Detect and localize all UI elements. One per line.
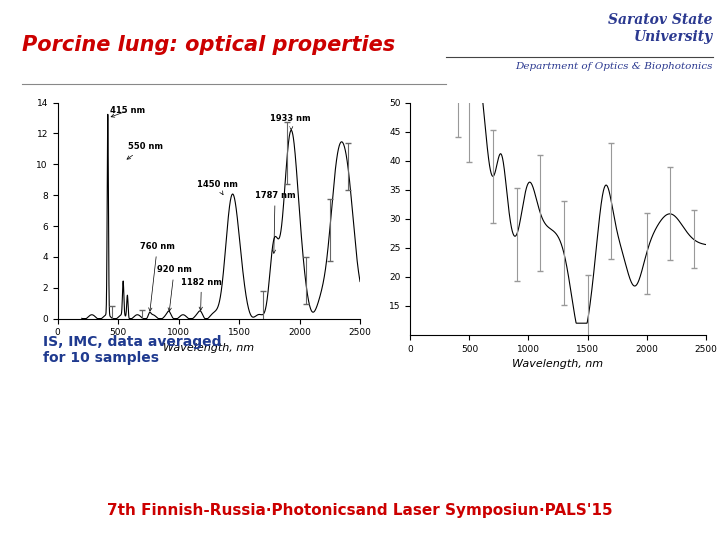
Text: Saratov State
University: Saratov State University bbox=[608, 14, 713, 44]
Text: 550 nm: 550 nm bbox=[127, 142, 163, 159]
Text: 7th Finnish-Russia·Photonicsand Laser Symposiun·PALS'15: 7th Finnish-Russia·Photonicsand Laser Sy… bbox=[107, 503, 613, 518]
Text: 760 nm: 760 nm bbox=[140, 242, 175, 311]
Text: 1450 nm: 1450 nm bbox=[197, 180, 238, 195]
X-axis label: Wavelength, nm: Wavelength, nm bbox=[163, 343, 254, 353]
Text: Department of Optics & Biophotonics: Department of Optics & Biophotonics bbox=[516, 62, 713, 71]
Text: 415 nm: 415 nm bbox=[109, 106, 145, 117]
Text: Porcine lung: optical properties: Porcine lung: optical properties bbox=[22, 35, 395, 55]
Text: IS, IMC, data averaged
for 10 samples: IS, IMC, data averaged for 10 samples bbox=[43, 335, 222, 365]
Text: 1787 nm: 1787 nm bbox=[255, 191, 295, 253]
Text: 1933 nm: 1933 nm bbox=[271, 114, 311, 130]
X-axis label: Wavelength, nm: Wavelength, nm bbox=[513, 359, 603, 369]
Text: 1182 nm: 1182 nm bbox=[181, 278, 222, 310]
Text: 920 nm: 920 nm bbox=[157, 265, 192, 311]
